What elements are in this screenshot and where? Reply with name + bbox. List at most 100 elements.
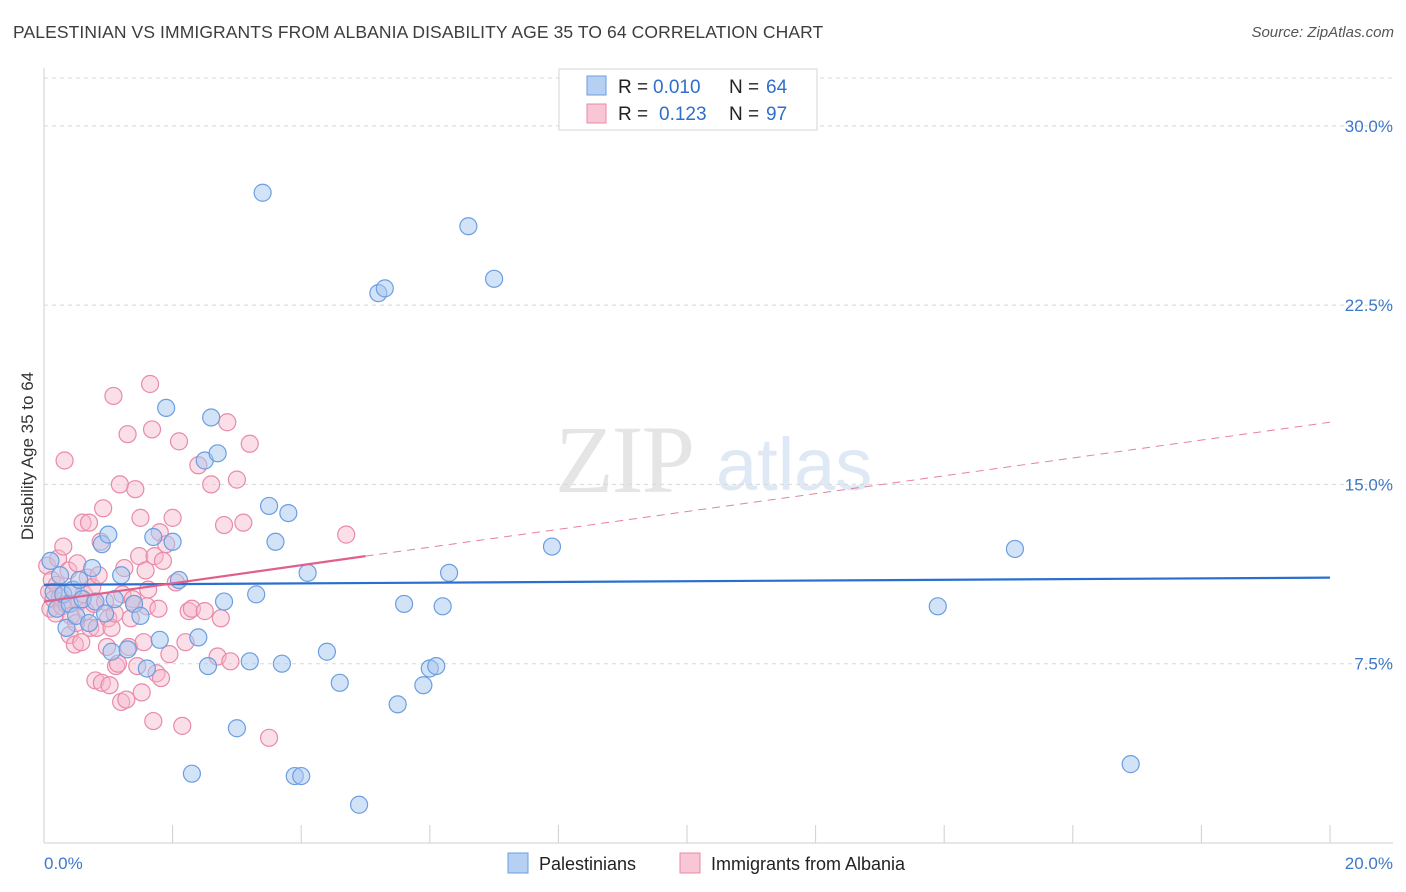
tick-labels: 7.5% 15.0% 22.5% 30.0% 0.0% 20.0% xyxy=(44,117,1393,873)
albania-point xyxy=(72,633,91,652)
palestinian-point xyxy=(214,592,234,611)
x-tick-label-max: 20.0% xyxy=(1345,854,1393,873)
palestinian-point xyxy=(388,695,407,714)
albania-point xyxy=(149,599,168,618)
palestinian-point xyxy=(330,673,349,692)
legend-r-label-1: R = xyxy=(618,77,648,98)
palestinian-point xyxy=(1005,539,1025,559)
palestinian-point xyxy=(227,719,246,738)
palestinian-point xyxy=(131,606,150,625)
albania-point xyxy=(55,451,74,470)
legend-r-label-2: R = xyxy=(618,104,648,125)
albania-point xyxy=(218,413,237,432)
albania-point xyxy=(100,676,119,695)
legend-n-value-1: 64 xyxy=(766,77,788,98)
palestinian-point xyxy=(57,618,76,637)
palestinian-point xyxy=(95,604,115,623)
albania-point xyxy=(136,561,155,580)
grid xyxy=(44,77,1393,665)
palestinian-point xyxy=(86,592,105,611)
palestinian-point xyxy=(279,503,298,523)
albania-point xyxy=(126,480,145,499)
palestinian-points xyxy=(41,183,1140,814)
albania-point xyxy=(118,425,137,444)
albania-point xyxy=(227,470,246,489)
legend-r-value-2: 0.123 xyxy=(659,104,707,125)
palestinian-point xyxy=(102,642,121,661)
palestinian-point xyxy=(259,496,279,516)
albania-point xyxy=(153,551,173,571)
palestinian-point xyxy=(375,279,394,298)
albania-point xyxy=(145,547,164,566)
palestinian-point xyxy=(137,659,156,678)
palestinian-point xyxy=(247,585,266,604)
albania-point xyxy=(169,432,189,451)
palestinian-point xyxy=(198,656,218,676)
palestinian-point xyxy=(272,654,292,673)
bottom-legend-swatch-albania xyxy=(679,852,701,874)
palestinian-point xyxy=(292,766,311,786)
albania-point xyxy=(337,525,356,544)
albania-point xyxy=(211,609,230,628)
palestinian-point xyxy=(427,656,446,676)
palestinian-point xyxy=(189,628,208,647)
albania-point xyxy=(54,537,73,556)
palestinian-trend-line xyxy=(43,576,1331,586)
palestinian-point xyxy=(414,676,433,695)
palestinian-point xyxy=(144,527,163,547)
palestinian-point xyxy=(112,566,131,585)
palestinian-point xyxy=(298,563,317,582)
palestinian-point xyxy=(1121,755,1140,774)
watermark: ZIP atlas xyxy=(555,406,872,513)
palestinian-point xyxy=(240,652,259,671)
bottom-legend: Palestinians Immigrants from Albania xyxy=(507,852,906,874)
palestinian-point xyxy=(163,532,182,551)
albania-point xyxy=(195,602,214,621)
legend-n-value-2: 97 xyxy=(766,104,787,125)
legend-r-value-1: 0.010 xyxy=(653,77,701,98)
albania-point xyxy=(214,515,234,535)
palestinian-point xyxy=(485,269,504,288)
albania-point xyxy=(173,716,192,735)
albania-point xyxy=(221,652,240,671)
palestinian-point xyxy=(157,398,176,418)
albania-point xyxy=(163,508,182,527)
palestinian-point xyxy=(266,532,285,551)
albania-point xyxy=(134,633,153,652)
albania-point xyxy=(259,728,279,747)
legend-n-label-1: N = xyxy=(729,77,759,98)
bottom-legend-label-albania: Immigrants from Albania xyxy=(711,854,906,874)
palestinian-point xyxy=(394,594,414,614)
palestinian-point xyxy=(99,525,118,544)
x-tick-label-min: 0.0% xyxy=(44,854,83,873)
legend-swatch-palestinians xyxy=(586,75,607,96)
albania-point xyxy=(131,508,150,527)
palestinian-point xyxy=(928,597,947,616)
trend-lines xyxy=(43,421,1331,603)
palestinian-point xyxy=(349,795,369,814)
palestinian-point xyxy=(169,570,189,590)
palestinian-point xyxy=(253,183,272,202)
palestinian-point xyxy=(70,570,89,590)
palestinian-point xyxy=(542,537,562,556)
y-tick-label: 30.0% xyxy=(1345,117,1393,136)
albania-point xyxy=(110,475,129,494)
palestinian-point xyxy=(202,408,221,427)
y-tick-label: 15.0% xyxy=(1345,475,1393,494)
palestinian-point xyxy=(182,764,201,783)
palestinian-point xyxy=(79,613,99,633)
y-axis-label: Disability Age 35 to 64 xyxy=(18,372,37,540)
albania-trend-line xyxy=(43,555,366,603)
palestinian-point xyxy=(41,551,60,571)
watermark-atlas: atlas xyxy=(716,423,872,506)
palestinian-point xyxy=(150,630,169,649)
palestinian-point xyxy=(118,640,137,659)
albania-point xyxy=(234,513,253,532)
albania-point xyxy=(140,374,160,394)
palestinian-point xyxy=(439,563,459,582)
albania-point xyxy=(132,683,151,702)
palestinian-point xyxy=(317,642,337,661)
palestinian-point xyxy=(208,444,227,463)
albania-point xyxy=(144,711,163,731)
